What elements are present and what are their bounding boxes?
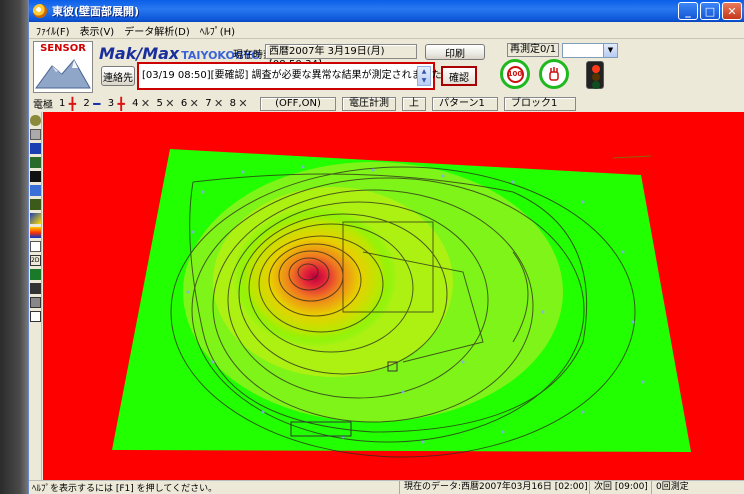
print-preview-icon[interactable] <box>30 129 41 140</box>
database-icon[interactable] <box>30 115 41 126</box>
direction-up[interactable]: 上 <box>402 96 426 111</box>
app-window: 東彼(壁面部展開) _ □ ✕ ﾌｧｲﾙ(F) 表示(V) データ解析(D) ﾍ… <box>28 0 744 494</box>
x-icon: ✕ <box>165 97 175 110</box>
channel-number: 1 <box>59 98 66 109</box>
alarm-100-label: 100 <box>506 65 524 83</box>
channel-number: 4 <box>132 98 139 109</box>
maximize-icon: □ <box>704 4 716 18</box>
menu-view[interactable]: 表示(V) <box>79 26 115 38</box>
menu-help[interactable]: ﾍﾙﾌﾟ(H) <box>199 26 236 38</box>
text-icon[interactable] <box>30 269 41 280</box>
grid-icon[interactable] <box>30 311 41 322</box>
channel-number: 5 <box>156 98 163 109</box>
measure-count: 0回測定 <box>651 481 709 494</box>
maximize-button[interactable]: □ <box>700 2 720 20</box>
contour-map-canvas[interactable] <box>43 112 744 480</box>
channel-number: 3 <box>107 98 115 109</box>
status-bar: ﾍﾙﾌﾟを表示するには [F1] を押してください。 現在のデータ:西暦2007… <box>29 480 744 494</box>
channel-6[interactable]: 6 ✕ <box>181 97 199 110</box>
makmax-logo-text: Mak/Max <box>99 44 180 63</box>
channel-7[interactable]: 7 ✕ <box>205 97 223 110</box>
channel-5[interactable]: 5 ✕ <box>157 97 175 110</box>
channel-toolbar: 電極 1 ╋ 2 ━ 3 ╋ 4 ✕ 5 ✕ 6 ✕ 7 ✕ 8 ✕ (OFF,ON) 電圧計測… <box>29 95 744 112</box>
channel-2[interactable]: 2 ━ <box>83 97 101 111</box>
pattern-select[interactable]: パターン1 <box>432 96 498 111</box>
measurement-select[interactable]: ▼ <box>562 43 618 58</box>
plus-icon: ╋ <box>117 96 125 111</box>
block-select[interactable]: ブロック1 <box>504 96 576 111</box>
menu-bar: ﾌｧｲﾙ(F) 表示(V) データ解析(D) ﾍﾙﾌﾟ(H) <box>29 22 744 39</box>
print-button[interactable]: 印刷 <box>425 44 485 60</box>
current-data-time: 現在のデータ:西暦2007年03月16日 [02:00] <box>399 481 589 494</box>
makmax-logo: Mak/Max TAIYOKOGYO <box>99 44 261 63</box>
minimize-icon: _ <box>685 4 691 18</box>
current-time-label: 現在時刻 <box>233 50 273 61</box>
chart-icon[interactable] <box>30 143 41 154</box>
current-time-display: 西暦2007年 3月19日(月) [08:50:34] <box>265 44 417 70</box>
x-icon: ✕ <box>189 97 199 110</box>
app-icon <box>33 4 47 18</box>
channel-1[interactable]: 1 ╋ <box>59 97 77 111</box>
x-icon: ✕ <box>238 97 248 110</box>
minus-icon: ━ <box>93 96 101 111</box>
image-icon[interactable] <box>30 283 41 294</box>
menu-file[interactable]: ﾌｧｲﾙ(F) <box>36 26 70 38</box>
header-panel: SENSOR Mak/Max TAIYOKOGYO 現在時刻 西暦2007年 3… <box>29 39 744 95</box>
background-bezel <box>0 0 28 494</box>
window-controls: _ □ ✕ <box>678 2 742 20</box>
close-icon: ✕ <box>727 4 737 18</box>
contour-icon[interactable] <box>30 213 41 224</box>
minimize-button[interactable]: _ <box>678 2 698 20</box>
yellow-light <box>592 73 600 81</box>
help-hint: ﾍﾙﾌﾟを表示するには [F1] を押してください。 <box>32 484 218 494</box>
red-light <box>592 65 600 73</box>
next-measure-time: 次回 [09:00] <box>589 481 651 494</box>
channel-number: 6 <box>180 98 188 109</box>
remeasure-count: 再測定0/1 <box>507 43 559 57</box>
contact-button[interactable]: 連絡先 <box>101 66 135 86</box>
channel-number: 8 <box>229 98 236 109</box>
map-icon[interactable] <box>30 157 41 168</box>
settings-icon[interactable] <box>30 185 41 196</box>
hand-stop-icon[interactable] <box>539 59 569 89</box>
channel-8[interactable]: 8 ✕ <box>230 97 248 110</box>
printer-icon[interactable] <box>30 297 41 308</box>
title-bar[interactable]: 東彼(壁面部展開) _ □ ✕ <box>29 0 744 22</box>
close-button[interactable]: ✕ <box>722 2 742 20</box>
chevron-down-icon[interactable]: ▼ <box>603 44 617 57</box>
message-scroll-arrows[interactable]: ▲ ▼ <box>417 66 431 86</box>
mountain-icon <box>35 59 91 89</box>
sensor-logo: SENSOR <box>33 41 93 93</box>
traffic-light-icon <box>586 61 604 89</box>
3d-icon[interactable] <box>30 199 41 210</box>
x-icon: ✕ <box>140 97 151 110</box>
left-toolbar: 2D <box>29 112 42 480</box>
alarm-100-icon[interactable]: 100 <box>500 59 530 89</box>
voltage-measure[interactable]: 電圧計測 <box>342 96 396 111</box>
channel-number: 2 <box>83 98 90 109</box>
color-scale-icon[interactable] <box>30 227 41 238</box>
folder-icon[interactable] <box>30 241 41 252</box>
line-graph-icon[interactable] <box>30 171 41 182</box>
sensor-brand: SENSOR <box>40 43 86 54</box>
channel-3[interactable]: 3 ╋ <box>108 97 126 111</box>
confirm-button[interactable]: 確認 <box>441 66 477 86</box>
electrode-label: 電極 <box>33 100 53 111</box>
channel-number: 7 <box>205 98 212 109</box>
window-title: 東彼(壁面部展開) <box>52 5 140 18</box>
2d-icon[interactable]: 2D <box>30 255 41 266</box>
plus-icon: ╋ <box>68 96 76 111</box>
hand-icon <box>549 67 559 81</box>
x-icon: ✕ <box>214 97 224 110</box>
off-on-toggle[interactable]: (OFF,ON) <box>260 96 336 111</box>
menu-data-analysis[interactable]: データ解析(D) <box>124 26 190 38</box>
alert-message: [03/19 08:50][要確認] 調査が必要な異常な結果が測定されました。 <box>142 70 452 81</box>
green-light <box>592 81 600 89</box>
taiyokogyo-logo-text: TAIYOKOGYO <box>181 49 261 62</box>
channel-4[interactable]: 4 ✕ <box>132 97 150 110</box>
alert-message-box[interactable]: [03/19 08:50][要確認] 調査が必要な異常な結果が測定されました。 … <box>137 62 452 90</box>
contour-map <box>112 149 691 458</box>
